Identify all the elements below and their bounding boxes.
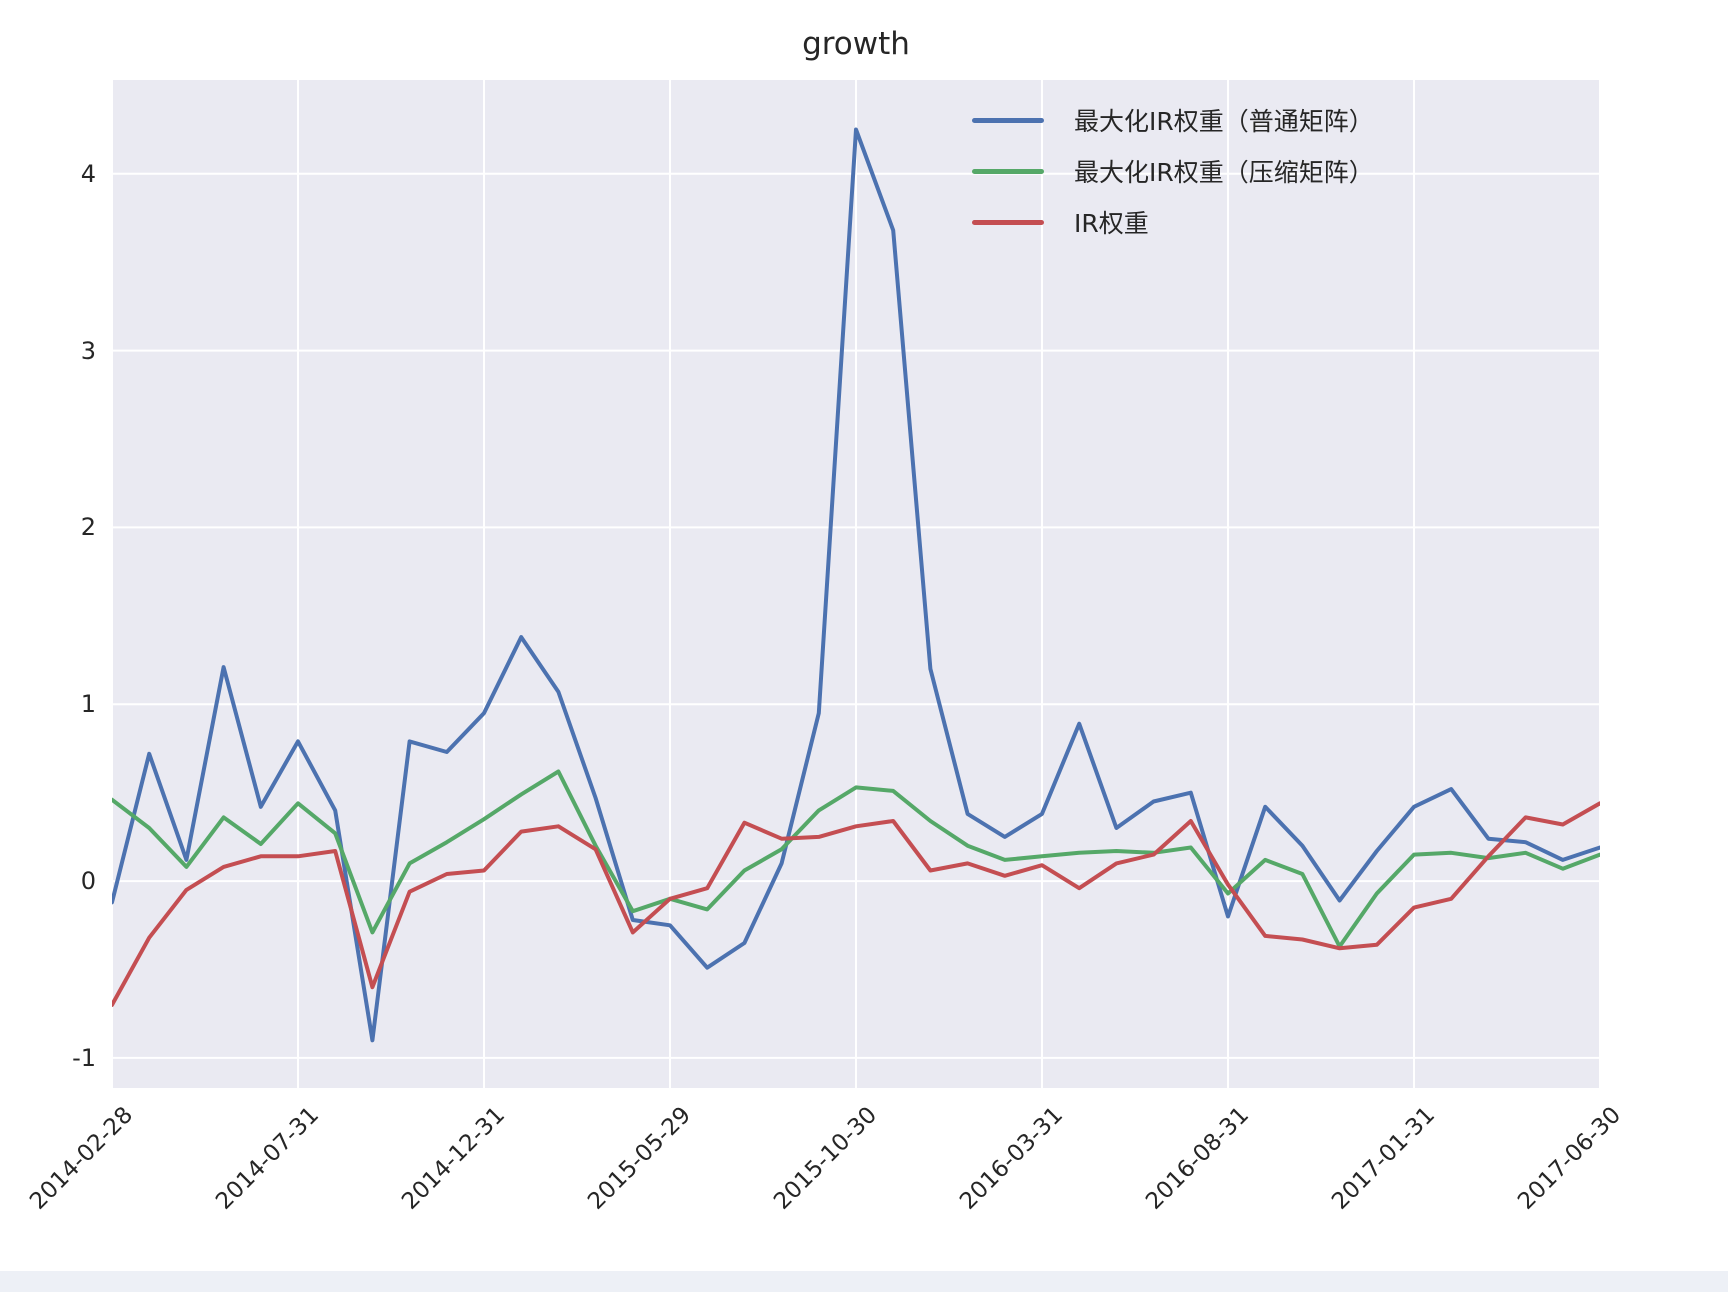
chart-title: growth xyxy=(802,26,910,62)
x-tick-label: 2014-12-31 xyxy=(397,1102,511,1215)
y-tick-label: 0 xyxy=(80,867,96,896)
y-tick-label: 1 xyxy=(80,690,96,719)
y-tick-label: 2 xyxy=(80,513,96,542)
x-tick-label: 2015-10-30 xyxy=(769,1102,883,1215)
chart-canvas xyxy=(112,80,1600,1088)
x-tick-label: 2016-03-31 xyxy=(955,1102,1069,1215)
y-tick-label: 3 xyxy=(80,336,96,365)
legend: 最大化IR权重（普通矩阵） 最大化IR权重（压缩矩阵） IR权重 xyxy=(972,102,1374,240)
x-tick-label: 2014-02-28 xyxy=(25,1102,139,1215)
legend-label: 最大化IR权重（普通矩阵） xyxy=(1074,107,1374,136)
legend-line-swatch xyxy=(972,168,1044,174)
x-tick-label: 2016-08-31 xyxy=(1141,1102,1255,1215)
legend-item-2: IR权重 xyxy=(972,204,1374,240)
legend-item-0: 最大化IR权重（普通矩阵） xyxy=(972,102,1374,138)
series-line-0 xyxy=(112,127,1600,1043)
series-line-1 xyxy=(112,769,1600,949)
x-tick-label: 2015-05-29 xyxy=(583,1102,697,1215)
y-tick-label: -1 xyxy=(72,1043,96,1072)
y-axis-tick-labels: -1 0 1 2 3 4 xyxy=(0,80,96,1088)
series-line-2 xyxy=(112,801,1600,1007)
legend-label: 最大化IR权重（压缩矩阵） xyxy=(1074,158,1374,187)
legend-label: IR权重 xyxy=(1074,209,1149,238)
bottom-scroll-bar xyxy=(0,1271,1728,1292)
plot-area: 最大化IR权重（普通矩阵） 最大化IR权重（压缩矩阵） IR权重 xyxy=(112,80,1600,1088)
x-tick-label: 2014-07-31 xyxy=(211,1102,325,1215)
x-tick-label: 2017-01-31 xyxy=(1327,1102,1441,1215)
legend-line-swatch xyxy=(972,219,1044,225)
legend-item-1: 最大化IR权重（压缩矩阵） xyxy=(972,153,1374,189)
legend-line-swatch xyxy=(972,117,1044,123)
y-tick-label: 4 xyxy=(80,159,96,188)
x-tick-label: 2017-06-30 xyxy=(1513,1102,1627,1215)
